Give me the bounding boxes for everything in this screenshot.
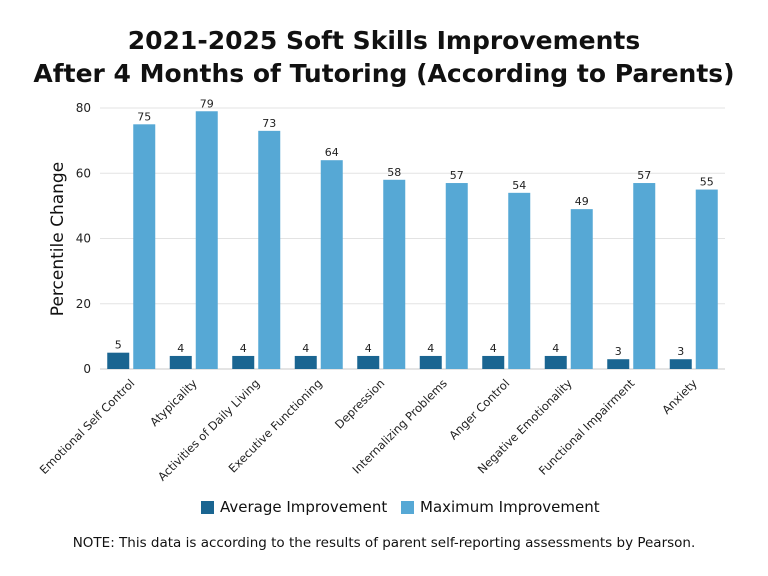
data-label-maximum-depression: 58 [387,166,401,179]
bar-average-internalizing-problems [419,355,442,369]
x-tick-label-emotional-self-control: Emotional Self Control [37,376,138,477]
data-label-average-anger-control: 4 [490,342,497,355]
data-label-average-depression: 4 [365,342,372,355]
bar-average-emotional-self-control [107,352,130,369]
x-tick-label-activities-of-daily-living: Activities of Daily Living [155,376,262,483]
x-tick-label-depression: Depression [332,376,387,431]
data-label-maximum-activities-of-daily-living: 73 [262,117,276,130]
data-label-maximum-atypicality: 79 [200,97,214,110]
footnote: NOTE: This data is according to the resu… [72,535,696,551]
legend-swatch-maximum [401,501,414,514]
bar-maximum-activities-of-daily-living [258,130,281,369]
bar-average-anxiety [669,359,692,369]
chart-title: 2021-2025 Soft Skills Improvements After… [0,24,768,90]
y-tick-label-60: 60 [76,166,91,180]
bar-maximum-internalizing-problems [445,183,468,369]
bar-average-executive-functioning [294,355,317,369]
bar-maximum-functional-impairment [633,183,656,369]
y-tick-label-20: 20 [76,297,91,311]
data-label-average-atypicality: 4 [177,342,184,355]
data-label-average-functional-impairment: 3 [615,345,622,358]
bar-maximum-depression [383,179,406,369]
y-axis-label: Percentile Change [48,162,68,316]
bar-average-functional-impairment [607,359,630,369]
x-tick-label-anxiety: Anxiety [659,376,700,417]
bar-average-negative-emotionality [544,355,567,369]
data-label-average-activities-of-daily-living: 4 [240,342,247,355]
data-label-average-internalizing-problems: 4 [427,342,434,355]
y-tick-label-0: 0 [83,362,91,376]
data-label-maximum-functional-impairment: 57 [637,169,651,182]
bar-average-anger-control [482,355,505,369]
bar-maximum-anger-control [508,192,531,369]
y-tick-label-80: 80 [76,101,91,115]
bar-average-atypicality [169,355,192,369]
data-label-average-executive-functioning: 4 [302,342,309,355]
data-label-average-emotional-self-control: 5 [115,339,122,352]
chart-title-line-1: 2021-2025 Soft Skills Improvements [127,26,641,55]
data-label-maximum-negative-emotionality: 49 [575,195,589,208]
bar-maximum-negative-emotionality [570,209,593,369]
x-tick-label-anger-control: Anger Control [446,376,512,442]
bar-average-activities-of-daily-living [232,355,255,369]
data-label-maximum-emotional-self-control: 75 [137,110,151,123]
chart-title-line-2: After 4 Months of Tutoring (According to… [33,59,735,88]
data-label-average-negative-emotionality: 4 [552,342,559,355]
data-label-maximum-executive-functioning: 64 [325,146,339,159]
y-tick-label-40: 40 [76,232,91,246]
data-label-average-anxiety: 3 [677,345,684,358]
x-tick-label-atypicality: Atypicality [147,376,200,429]
data-label-maximum-internalizing-problems: 57 [450,169,464,182]
bar-average-depression [357,355,380,369]
bar-maximum-emotional-self-control [133,124,156,369]
legend-label-maximum: Maximum Improvement [420,498,600,516]
data-label-maximum-anger-control: 54 [512,179,526,192]
bar-maximum-atypicality [195,111,218,369]
legend-label-average: Average Improvement [220,498,387,516]
data-label-maximum-anxiety: 55 [700,176,714,189]
legend-swatch-average [201,501,214,514]
bar-maximum-executive-functioning [320,160,343,369]
bar-maximum-anxiety [695,189,718,369]
